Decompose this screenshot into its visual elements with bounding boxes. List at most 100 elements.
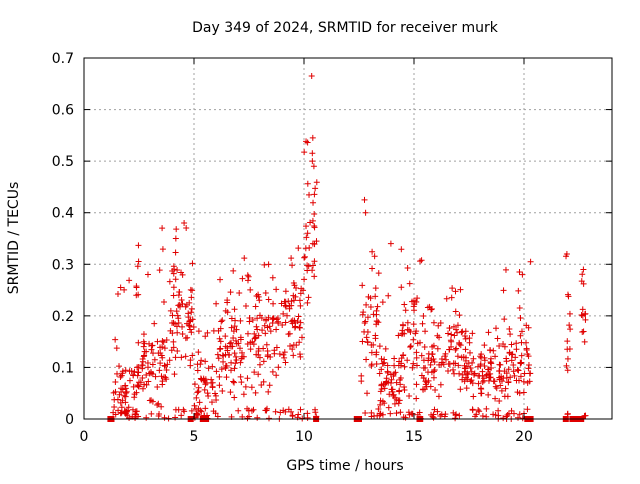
data-point: [161, 414, 168, 421]
data-point: [359, 282, 366, 289]
data-point: [258, 382, 265, 389]
data-point: [510, 362, 517, 369]
data-point: [158, 403, 165, 410]
data-point: [495, 407, 502, 414]
data-point: [219, 317, 226, 324]
data-point: [264, 353, 271, 360]
data-point: [514, 366, 521, 373]
data-point: [252, 335, 259, 342]
data-point: [253, 323, 260, 330]
data-point: [448, 338, 455, 345]
data-point: [511, 372, 518, 379]
y-tick-label: 0.1: [52, 360, 74, 376]
data-point: [387, 371, 394, 378]
data-point: [224, 297, 231, 304]
data-point: [173, 308, 180, 315]
data-point: [186, 299, 193, 306]
data-point: [378, 355, 385, 362]
data-point: [372, 285, 379, 292]
data-point: [263, 407, 270, 414]
data-point: [145, 364, 152, 371]
data-point: [137, 379, 144, 386]
data-point: [247, 339, 254, 346]
data-point: [478, 386, 485, 393]
data-point: [304, 410, 311, 417]
data-point: [398, 355, 405, 362]
data-point: [169, 330, 176, 337]
data-point: [282, 359, 289, 366]
data-point: [304, 230, 311, 237]
data-point: [303, 138, 310, 145]
data-point: [448, 343, 455, 350]
data-point: [501, 343, 508, 350]
data-point: [304, 299, 311, 306]
data-point: [310, 163, 317, 170]
data-point: [361, 196, 368, 203]
data-point: [304, 180, 311, 187]
data-point: [493, 385, 500, 392]
data-point: [481, 357, 488, 364]
data-point: [407, 342, 414, 349]
x-tick-label: 20: [515, 429, 533, 445]
data-point: [492, 383, 499, 390]
data-point: [566, 322, 573, 329]
data-point: [480, 375, 487, 382]
data-point: [159, 246, 166, 253]
data-point: [213, 396, 220, 403]
data-point: [306, 191, 313, 198]
data-point: [188, 294, 195, 301]
data-point: [228, 343, 235, 350]
data-point: [133, 408, 140, 415]
data-point: [226, 340, 233, 347]
data-point: [245, 413, 252, 420]
data-point: [393, 410, 400, 417]
data-point: [475, 406, 482, 413]
data-point: [364, 314, 371, 321]
data-point: [478, 351, 485, 358]
data-point: [385, 292, 392, 299]
data-point: [305, 263, 312, 270]
data-point: [428, 369, 435, 376]
data-point: [235, 340, 242, 347]
data-point: [240, 353, 247, 360]
data-point: [406, 392, 413, 399]
x-tick-label: 15: [405, 429, 423, 445]
data-point: [182, 353, 189, 360]
data-point: [437, 381, 444, 388]
data-point: [464, 376, 471, 383]
data-point: [260, 378, 267, 385]
data-point: [564, 291, 571, 298]
data-point: [418, 352, 425, 359]
data-point: [186, 322, 193, 329]
data-point: [442, 411, 449, 418]
data-point: [421, 343, 428, 350]
grid-layer: [84, 58, 612, 419]
tick-layer: [83, 57, 612, 420]
data-point: [292, 319, 299, 326]
data-point: [110, 389, 117, 396]
data-point: [290, 352, 297, 359]
data-point: [409, 364, 416, 371]
data-point: [298, 334, 305, 341]
data-point: [456, 312, 463, 319]
data-point: [148, 410, 155, 417]
data-point: [143, 414, 150, 421]
data-point: [216, 382, 223, 389]
data-point: [171, 266, 178, 273]
data-point: [450, 323, 457, 330]
data-point: [578, 278, 585, 285]
data-point: [463, 385, 470, 392]
data-point: [392, 369, 399, 376]
data-point: [217, 276, 224, 283]
data-point: [379, 299, 386, 306]
data-point: [187, 317, 194, 324]
data-point: [250, 406, 257, 413]
data-point: [376, 343, 383, 350]
data-point: [288, 408, 295, 415]
data-point: [428, 305, 435, 312]
data-point: [198, 357, 205, 364]
data-point: [272, 408, 279, 415]
data-point: [279, 321, 286, 328]
data-point: [506, 325, 513, 332]
data-point: [302, 245, 309, 252]
